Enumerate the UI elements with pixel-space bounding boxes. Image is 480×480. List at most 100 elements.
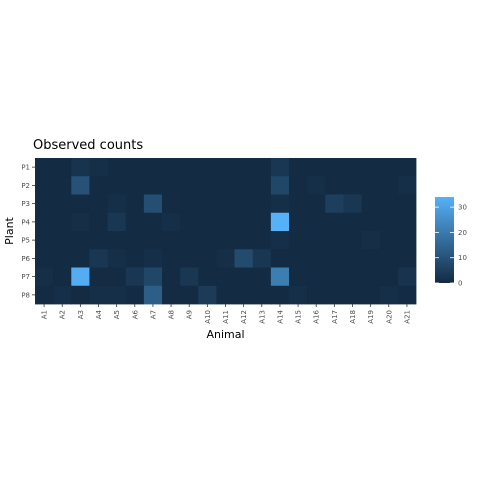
heatmap-cell bbox=[53, 158, 72, 177]
heatmap-cell bbox=[234, 285, 254, 305]
heatmap-cell bbox=[71, 194, 90, 214]
y-axis-title: Plant bbox=[3, 216, 16, 244]
colorbar-gradient bbox=[435, 197, 454, 283]
heatmap-cell bbox=[252, 176, 272, 195]
heatmap-cell bbox=[53, 176, 72, 195]
heatmap-cell bbox=[89, 231, 108, 250]
heatmap-cell bbox=[89, 267, 108, 287]
heatmap-cell bbox=[216, 267, 235, 287]
x-axis: A1 A2 A3 A4 A5 A6 A7 A8 A9 A10 A11 A12 A13 A14 A15 A16 A… bbox=[41, 304, 411, 324]
x-tick-label: A11 bbox=[222, 310, 230, 324]
heatmap-cell bbox=[325, 249, 344, 268]
x-tick-label: A16 bbox=[313, 309, 321, 323]
heatmap-cell bbox=[343, 158, 362, 177]
heatmap-cell bbox=[143, 249, 163, 268]
heatmap-cell bbox=[198, 212, 217, 232]
heatmap-cell bbox=[143, 231, 163, 250]
heatmap-cell bbox=[270, 194, 290, 214]
x-tick-label: A6 bbox=[131, 309, 139, 319]
heatmap-cell bbox=[234, 267, 254, 287]
heatmap-cell bbox=[234, 231, 254, 250]
heatmap-cell bbox=[143, 158, 163, 177]
heatmap-cell bbox=[180, 212, 199, 232]
heatmap-cell bbox=[270, 231, 290, 250]
x-tick-label: A7 bbox=[149, 310, 157, 319]
heatmap-cell bbox=[270, 158, 290, 177]
x-tick-label: A5 bbox=[113, 310, 121, 319]
heatmap-cell bbox=[289, 267, 308, 287]
heatmap-cell bbox=[143, 267, 163, 287]
x-tick-label: A21 bbox=[403, 310, 411, 324]
heatmap-cell bbox=[379, 212, 399, 232]
heatmap-cell bbox=[53, 285, 72, 305]
heatmap-cell bbox=[198, 231, 217, 250]
heatmap-cell bbox=[289, 249, 308, 268]
heatmap-cells bbox=[35, 158, 417, 305]
heatmap-cell bbox=[361, 285, 381, 305]
heatmap-cell bbox=[162, 285, 181, 305]
heatmap-cell bbox=[234, 212, 254, 232]
heatmap-cell bbox=[289, 212, 308, 232]
heatmap-cell bbox=[361, 176, 381, 195]
heatmap-cell bbox=[89, 176, 108, 195]
heatmap-cell bbox=[53, 231, 72, 250]
heatmap-cell bbox=[216, 249, 235, 268]
heatmap-cell bbox=[252, 267, 272, 287]
heatmap-cell bbox=[216, 285, 235, 305]
heatmap-cell bbox=[379, 285, 399, 305]
heatmap-cell bbox=[143, 285, 163, 305]
heatmap-cell bbox=[343, 267, 362, 287]
heatmap-cell bbox=[307, 249, 326, 268]
heatmap-cell bbox=[325, 176, 344, 195]
heatmap-cell bbox=[180, 194, 199, 214]
x-tick-label: A1 bbox=[41, 310, 49, 319]
heatmap-cell bbox=[361, 158, 381, 177]
heatmap-cell bbox=[198, 158, 217, 177]
heatmap-cell bbox=[143, 212, 163, 232]
heatmap-cell bbox=[397, 249, 417, 268]
heatmap-cell bbox=[107, 158, 127, 177]
heatmap-cell bbox=[325, 285, 344, 305]
x-tick-label: A10 bbox=[204, 310, 212, 324]
heatmap-cell bbox=[89, 212, 108, 232]
heatmap-cell bbox=[289, 176, 308, 195]
heatmap-cell bbox=[216, 194, 235, 214]
x-tick-label: A17 bbox=[331, 310, 339, 324]
heatmap-cell bbox=[361, 267, 381, 287]
heatmap-cell bbox=[216, 158, 235, 177]
heatmap-cell bbox=[234, 176, 254, 195]
heatmap-cell bbox=[71, 176, 90, 195]
x-tick-label: A19 bbox=[367, 310, 375, 324]
x-tick-label: A2 bbox=[59, 310, 67, 319]
heatmap-cell bbox=[35, 212, 54, 232]
y-tick-label: P6 bbox=[21, 255, 30, 263]
heatmap-cell bbox=[162, 267, 181, 287]
heatmap-cell bbox=[35, 158, 54, 177]
heatmap-cell bbox=[35, 176, 54, 195]
heatmap-cell bbox=[180, 176, 199, 195]
colorbar-legend: 0 10 20 30 bbox=[435, 197, 467, 288]
heatmap-cell bbox=[216, 176, 235, 195]
heatmap-cell bbox=[35, 267, 54, 287]
heatmap-cell bbox=[361, 212, 381, 232]
heatmap-cell bbox=[71, 158, 90, 177]
heatmap-cell bbox=[289, 194, 308, 214]
heatmap-cell bbox=[198, 285, 217, 305]
heatmap-cell bbox=[252, 158, 272, 177]
heatmap-cell bbox=[270, 285, 290, 305]
heatmap-cell bbox=[216, 231, 235, 250]
heatmap-cell bbox=[343, 194, 362, 214]
heatmap-cell bbox=[89, 194, 108, 214]
heatmap-cell bbox=[234, 249, 254, 268]
x-tick-label: A15 bbox=[295, 310, 303, 324]
heatmap-cell bbox=[289, 231, 308, 250]
heatmap-cell bbox=[162, 212, 181, 232]
x-tick-label: A18 bbox=[349, 310, 357, 324]
heatmap-cell bbox=[35, 231, 54, 250]
heatmap-cell bbox=[180, 231, 199, 250]
heatmap-cell bbox=[107, 285, 127, 305]
x-tick-label: A3 bbox=[77, 310, 85, 319]
x-tick-label: A4 bbox=[95, 309, 103, 319]
heatmap-cell bbox=[325, 212, 344, 232]
